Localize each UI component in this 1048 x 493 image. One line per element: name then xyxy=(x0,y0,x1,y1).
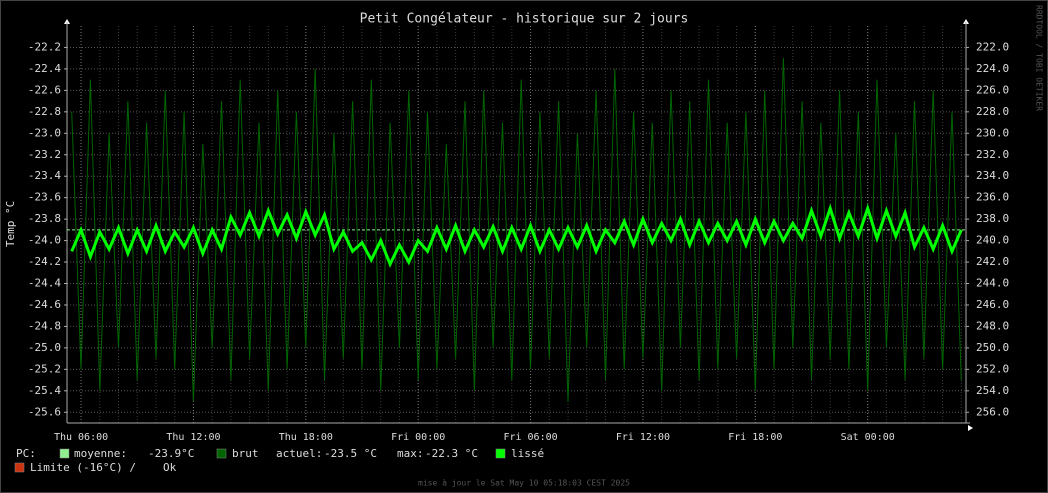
y-tick-label: -24.4 xyxy=(28,277,61,290)
legend-label: Limite (-16°C) / xyxy=(30,461,136,474)
y2-tick-label: 228.0 xyxy=(976,105,1009,118)
legend-swatch xyxy=(14,462,25,473)
legend-stat-name: max: xyxy=(397,447,424,460)
y-tick-label: -23.8 xyxy=(28,212,61,225)
legend-header: PC: xyxy=(16,447,36,460)
y-tick-label: -24.0 xyxy=(28,234,61,247)
legend-swatch xyxy=(495,448,506,459)
y2-tick-label: 254.0 xyxy=(976,384,1009,397)
legend-stat-value: -23.5 °C xyxy=(324,447,377,460)
y2-tick-label: 246.0 xyxy=(976,298,1009,311)
y-tick-label: -23.2 xyxy=(28,148,61,161)
y-tick-label: -24.2 xyxy=(28,255,61,268)
legend-value: -23.9°C xyxy=(148,447,194,460)
y-axis-label: Temp °C xyxy=(4,201,17,247)
x-tick-label: Fri 18:00 xyxy=(728,432,782,443)
y2-tick-label: 240.0 xyxy=(976,234,1009,247)
y-tick-label: -25.2 xyxy=(28,362,61,375)
legend-stat-name: actuel: xyxy=(276,447,322,460)
y2-tick-label: 250.0 xyxy=(976,341,1009,354)
y2-tick-label: 234.0 xyxy=(976,169,1009,182)
y-tick-label: -23.4 xyxy=(28,169,61,182)
legend-swatch xyxy=(59,448,70,459)
y2-tick-label: 242.0 xyxy=(976,255,1009,268)
legend-label: brut xyxy=(232,447,259,460)
y-tick-label: -22.2 xyxy=(28,40,61,53)
y2-tick-label: 244.0 xyxy=(976,277,1009,290)
x-tick-label: Thu 12:00 xyxy=(166,432,220,443)
legend-label: lissé xyxy=(511,447,544,460)
x-tick-label: Fri 00:00 xyxy=(391,432,445,443)
y-tick-label: -22.8 xyxy=(28,105,61,118)
y2-tick-label: 256.0 xyxy=(976,405,1009,418)
y2-tick-label: 232.0 xyxy=(976,148,1009,161)
y-tick-label: -24.6 xyxy=(28,298,61,311)
y2-tick-label: 226.0 xyxy=(976,83,1009,96)
x-tick-label: Thu 06:00 xyxy=(54,432,108,443)
y-tick-label: -23.6 xyxy=(28,191,61,204)
y2-tick-label: 230.0 xyxy=(976,126,1009,139)
y2-tick-label: 252.0 xyxy=(976,362,1009,375)
y2-tick-label: 238.0 xyxy=(976,212,1009,225)
y2-tick-label: 236.0 xyxy=(976,191,1009,204)
legend-stat-value: -22.3 °C xyxy=(425,447,478,460)
x-tick-label: Fri 06:00 xyxy=(503,432,557,443)
series-line xyxy=(71,58,962,402)
series-line xyxy=(70,203,963,268)
footer: mise à jour le Sat May 10 05:18:03 CEST … xyxy=(418,479,630,488)
y-tick-label: -22.4 xyxy=(28,62,61,75)
y-tick-label: -25.6 xyxy=(28,405,61,418)
side-label: RRDTOOL / TOBI OETIKER xyxy=(1035,5,1044,111)
y2-tick-label: 224.0 xyxy=(976,62,1009,75)
chart-title: Petit Congélateur - historique sur 2 jou… xyxy=(360,12,689,27)
legend-label: moyenne: xyxy=(74,447,127,460)
y-tick-label: -25.0 xyxy=(28,341,61,354)
y-tick-label: -25.4 xyxy=(28,384,61,397)
y-tick-label: -23.0 xyxy=(28,126,61,139)
y-tick-label: -24.8 xyxy=(28,319,61,332)
x-tick-label: Sat 00:00 xyxy=(841,432,895,443)
y-tick-label: -22.6 xyxy=(28,83,61,96)
legend-status: Ok xyxy=(163,461,177,474)
legend-swatch xyxy=(216,448,227,459)
x-tick-label: Thu 18:00 xyxy=(279,432,333,443)
legend: PC: moyenne: -23.9°C brut actuel: -23.5 °C ma… xyxy=(14,447,544,474)
y2-tick-label: 248.0 xyxy=(976,319,1009,332)
y2-tick-label: 222.0 xyxy=(976,40,1009,53)
x-tick-label: Fri 12:00 xyxy=(616,432,670,443)
